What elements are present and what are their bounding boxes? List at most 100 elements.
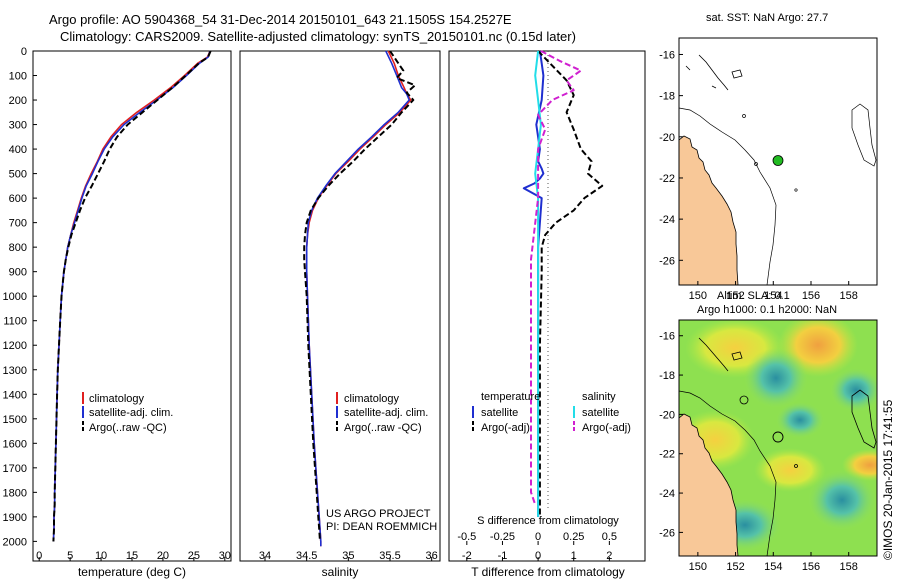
project-annotation-line1: US ARGO PROJECT — [326, 508, 431, 520]
islands-north — [698, 337, 743, 372]
series-line-salinity-satellite — [534, 50, 542, 517]
x-tick-label: 25 — [188, 550, 200, 562]
altimetry-map-title-line2: Argo h1000: 0.1 h2000: NaN — [697, 304, 838, 316]
altimetry-map: 150 152 154 156 158 -16 -18 -20 -22 -24 -26 — [659, 319, 878, 573]
x-tick-label: 35.5 — [379, 550, 400, 562]
sla-high-patch — [754, 448, 826, 492]
sst-map: 150 152 154 156 158 -16 -18 -20 -22 -24 -26 — [659, 37, 878, 302]
salinity-x-label: salinity — [322, 565, 359, 579]
x-tick-label: 30 — [219, 550, 231, 562]
imos-timestamp: ©IMOS 20-Jan-2015 17:41:55 — [881, 399, 895, 560]
x-tick-label: 2 — [606, 550, 612, 562]
map-lon-label: 154 — [764, 561, 782, 573]
difference-panel: -2 -1 0 1 2 -0.5 -0.25 0 0.25 0.5 temperature sat… — [448, 50, 646, 579]
map-lat-label: -26 — [659, 255, 675, 267]
island-small — [794, 464, 798, 468]
legend-label-climatology: climatology — [89, 393, 145, 405]
depth-tick-label: 100 — [9, 71, 27, 83]
map-lon-label: 152 — [726, 561, 744, 573]
legend-label-argo: Argo(..raw -QC) — [89, 422, 167, 434]
island-small — [754, 162, 758, 166]
depth-tick-label: 300 — [9, 120, 27, 132]
map-lon-label: 150 — [689, 290, 707, 302]
temperature-legend: climatology satellite-adj. clim. Argo(..… — [82, 392, 173, 434]
island-small — [794, 188, 798, 192]
sla-low-patch — [776, 402, 824, 438]
sst-map-geography — [679, 54, 877, 285]
map-lat-label: -26 — [659, 527, 675, 539]
sst-map-frame — [678, 37, 878, 286]
series-line-argo-raw-qc — [52, 50, 212, 542]
x-tick-label: 36 — [426, 550, 438, 562]
salinity-panel: 34 34.5 35 35.5 36 climatology satellite-adj… — [239, 50, 441, 579]
s-tick-label: 0 — [535, 531, 541, 543]
depth-tick-label: 600 — [9, 193, 27, 205]
depth-tick-label: 800 — [9, 242, 27, 254]
depth-tick-label: 1100 — [3, 316, 27, 328]
map-lat-label: -24 — [659, 488, 675, 500]
legend-label-sal-argo: Argo(-adj) — [582, 422, 631, 434]
x-tick-label: 5 — [67, 550, 73, 562]
depth-tick-label: 1700 — [3, 463, 27, 475]
island-small — [739, 395, 749, 405]
legend-label-temp-satellite: satellite — [481, 407, 518, 419]
legend-label-sal-satellite: satellite — [582, 407, 619, 419]
t-difference-label: T difference from climatology — [471, 565, 625, 579]
map-lat-label: -22 — [659, 449, 675, 461]
map-lat-label: -22 — [659, 173, 675, 185]
legend-label-argo: Argo(..raw -QC) — [344, 422, 422, 434]
sst-map-axes: 150 152 154 156 158 -16 -18 -20 -22 -24 -26 — [659, 49, 858, 302]
legend-label-satellite: satellite-adj. clim. — [344, 407, 428, 419]
map-lon-label: 154 — [764, 290, 782, 302]
map-lat-label: -20 — [659, 132, 675, 144]
islands-north — [685, 54, 743, 91]
argo-float-position-marker — [772, 155, 784, 166]
salinity-series — [303, 50, 416, 547]
series-line-argo-raw-qc — [303, 50, 416, 542]
series-line-salinity-argo-adj — [530, 50, 582, 505]
sla-low-patch — [830, 368, 877, 412]
depth-tick-label: 2000 — [3, 536, 27, 548]
depth-tick-label: 1300 — [3, 365, 27, 377]
sst-map-title: sat. SST: NaN Argo: 27.7 — [706, 12, 829, 24]
map-lat-label: -18 — [659, 91, 675, 103]
x-tick-label: 0 — [535, 550, 541, 562]
x-tick-label: 34.5 — [296, 550, 317, 562]
map-lat-label: -20 — [659, 409, 675, 421]
salinity-x-axis: 34 34.5 35 35.5 36 — [259, 550, 438, 562]
altimetry-map-frame — [678, 319, 878, 557]
map-lon-label: 150 — [689, 561, 707, 573]
map-lon-label: 156 — [802, 290, 820, 302]
s-tick-label: -0.5 — [457, 531, 476, 543]
depth-tick-label: 1000 — [3, 291, 27, 303]
map-lat-label: -18 — [659, 370, 675, 382]
australia-coast — [679, 413, 739, 556]
depth-tick-label: 1600 — [3, 438, 27, 450]
map-lon-label: 158 — [840, 561, 858, 573]
depth-tick-label: 1800 — [3, 487, 27, 499]
depth-axis: 0 100 200 300 400 500 600 700 800 900 1000 1100 1200… — [3, 46, 37, 548]
depth-tick-label: 0 — [21, 46, 27, 58]
x-tick-label: 15 — [126, 550, 138, 562]
legend-title-salinity: salinity — [582, 391, 616, 403]
sla-low-patch — [808, 470, 876, 530]
depth-tick-label: 1200 — [3, 340, 27, 352]
map-lat-label: -16 — [659, 331, 675, 343]
depth-tick-label: 1500 — [3, 414, 27, 426]
x-tick-label: -2 — [462, 550, 472, 562]
legend-label-climatology: climatology — [344, 393, 400, 405]
project-annotation-line2: PI: DEAN ROEMMICH — [326, 521, 437, 533]
s-tick-label: 0.25 — [563, 531, 584, 543]
depth-tick-label: 400 — [9, 144, 27, 156]
sla-low-patch — [744, 348, 808, 408]
series-line-temperature-argo-adj — [537, 50, 604, 517]
australia-coast — [679, 135, 739, 285]
depth-tick-label: 900 — [9, 267, 27, 279]
depth-tick-label: 1900 — [3, 512, 27, 524]
salinity-plot-frame — [239, 50, 441, 562]
salinity-legend: climatology satellite-adj. clim. Argo(..… — [336, 392, 428, 434]
continental-shelf-contour — [679, 107, 777, 285]
difference-series — [522, 50, 604, 517]
